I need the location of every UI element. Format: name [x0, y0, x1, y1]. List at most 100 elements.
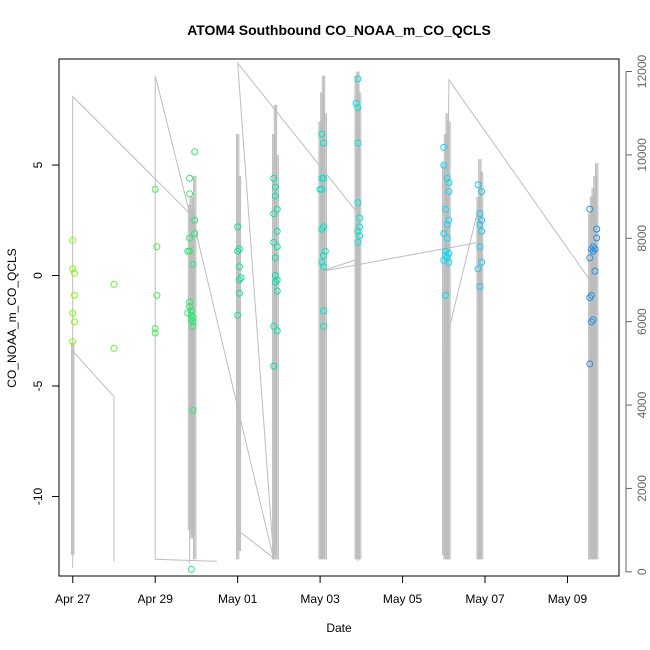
data-point	[191, 216, 199, 224]
data-point	[445, 188, 453, 196]
x-tick-label: May 07	[465, 592, 505, 606]
data-point	[440, 161, 448, 169]
data-point	[186, 298, 194, 306]
data-point	[320, 252, 327, 260]
chart-title: ATOM4 Southbound CO_NOAA_m_CO_QCLS	[187, 22, 491, 38]
data-point	[318, 130, 326, 138]
data-point	[191, 148, 199, 156]
data-point	[321, 247, 329, 255]
data-point	[184, 309, 192, 317]
data-point	[478, 258, 486, 266]
data-point	[445, 179, 453, 187]
data-point	[478, 216, 486, 224]
data-point	[270, 322, 278, 330]
data-point	[478, 227, 486, 235]
data-point	[442, 291, 449, 299]
data-point	[356, 223, 364, 231]
data-point	[588, 318, 595, 326]
data-point	[320, 139, 327, 147]
data-point	[273, 276, 281, 284]
data-point	[318, 185, 326, 193]
altitude-line-layer	[71, 61, 599, 568]
data-point	[153, 291, 161, 299]
altitude-path	[189, 61, 591, 562]
y-tick-label: 5	[31, 161, 45, 168]
data-point	[273, 243, 281, 251]
data-point	[356, 214, 364, 222]
data-point	[271, 192, 279, 200]
data-point	[320, 263, 327, 271]
data-point	[187, 311, 195, 319]
data-point	[586, 205, 594, 213]
data-point	[593, 234, 601, 242]
data-point	[320, 223, 327, 231]
data-point	[591, 267, 599, 275]
data-point	[270, 238, 278, 246]
data-point	[476, 283, 484, 291]
data-point	[273, 227, 281, 235]
data-point	[270, 210, 278, 218]
data-point	[189, 318, 197, 326]
x-axis-label: Date	[326, 621, 352, 635]
data-point	[440, 230, 448, 237]
data-point	[588, 291, 595, 299]
data-point	[354, 227, 362, 235]
y-axis-label: CO_NOAA_m_CO_QCLS	[5, 248, 19, 387]
y-axis-right: 0 2000 4000 6000 8000 10000 12000	[625, 55, 649, 575]
data-point	[151, 325, 159, 332]
y-tick-label: 0	[31, 272, 45, 279]
y2-tick-label: 2000	[635, 475, 649, 502]
data-point	[443, 174, 451, 182]
data-point	[476, 221, 484, 229]
data-point	[586, 294, 594, 302]
data-point	[186, 247, 194, 255]
x-axis: Apr 27 Apr 29 May 01 May 03 May 05 May 07 May …	[55, 576, 587, 606]
scatter-points-layer	[69, 75, 601, 573]
data-point	[186, 174, 194, 182]
data-point	[235, 245, 243, 253]
data-point	[270, 174, 278, 182]
data-point	[588, 245, 595, 253]
altitude-path	[237, 529, 276, 560]
data-point	[478, 188, 486, 196]
data-point	[474, 265, 482, 273]
data-point	[187, 307, 195, 315]
data-point	[354, 139, 362, 147]
data-point	[442, 205, 449, 213]
data-point	[69, 236, 77, 244]
data-point	[591, 245, 599, 253]
data-point	[186, 303, 194, 310]
x-tick-label: May 05	[383, 592, 423, 606]
data-point	[270, 362, 278, 370]
data-point	[320, 307, 327, 315]
data-point	[69, 265, 77, 273]
data-point	[189, 406, 197, 414]
data-point	[189, 261, 197, 268]
data-point	[271, 278, 279, 286]
data-point	[443, 221, 451, 229]
data-point	[442, 252, 449, 260]
y2-tick-label: 6000	[635, 308, 649, 335]
data-point	[320, 322, 327, 330]
data-point	[273, 327, 281, 335]
data-point	[273, 287, 281, 295]
data-point	[234, 223, 242, 231]
data-point	[189, 314, 197, 321]
data-point	[189, 322, 197, 330]
data-point	[476, 243, 484, 251]
data-point	[271, 183, 279, 191]
data-point	[318, 258, 326, 266]
data-point	[593, 225, 601, 233]
y-tick-label: -5	[31, 380, 45, 391]
y-tick-label: -10	[31, 487, 45, 505]
data-point	[237, 274, 245, 282]
y2-tick-label: 10000	[635, 138, 649, 172]
data-point	[352, 99, 360, 107]
x-tick-label: Apr 27	[55, 592, 91, 606]
data-point	[234, 311, 242, 319]
data-point	[589, 243, 597, 251]
data-point	[445, 258, 453, 266]
plot-frame	[58, 58, 620, 577]
data-point	[110, 344, 118, 352]
